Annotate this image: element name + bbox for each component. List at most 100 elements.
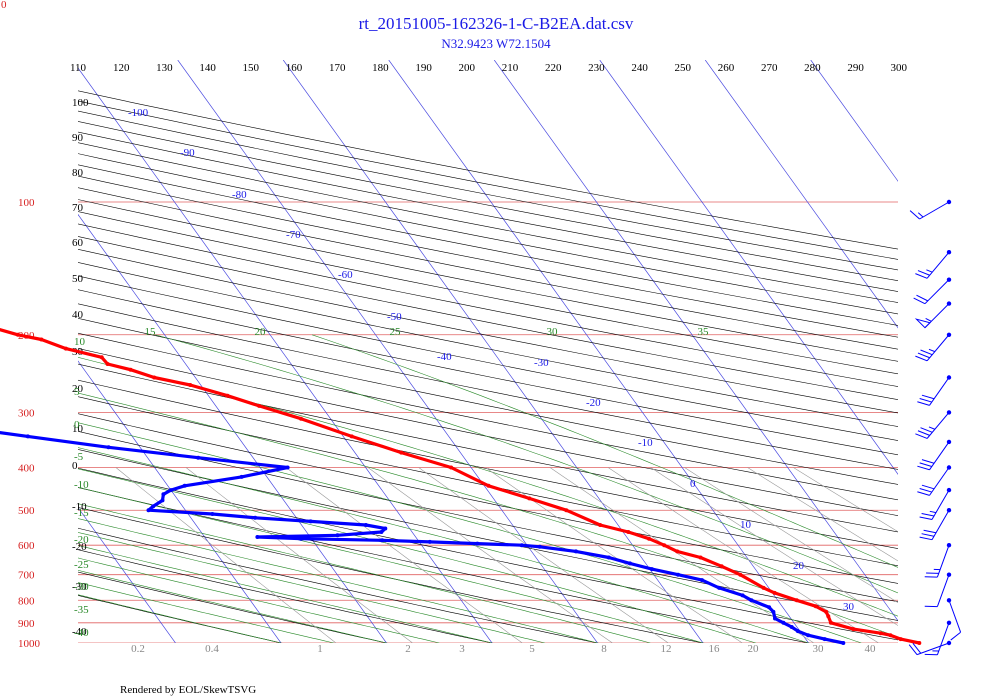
- temperature-profile-point: [225, 393, 230, 398]
- wind-barb-staff: [936, 574, 950, 607]
- wind-barb-column: [908, 199, 962, 656]
- theta-e-label: 15: [145, 326, 157, 338]
- theta-top-label: 140: [199, 62, 216, 74]
- dewpoint-profile-point: [789, 625, 794, 629]
- wind-barb-full: [919, 487, 932, 493]
- wind-barb: [917, 465, 952, 496]
- moist-adiabat-35: [312, 334, 898, 568]
- temperature-profile-point: [564, 508, 569, 513]
- theta-e-label: 30: [547, 326, 559, 338]
- mixing-ratio-label: 30: [813, 643, 825, 655]
- temperature-profile-point: [851, 627, 856, 632]
- dewpoint-profile-point: [841, 641, 846, 645]
- wind-barb-full: [921, 513, 935, 517]
- wind-barb: [909, 199, 952, 220]
- dry-adiabat-70: [78, 379, 898, 549]
- mixing-ratio-label: 0.4: [205, 643, 219, 655]
- wind-barb-staff: [936, 622, 950, 655]
- dry-adiabat-60: [78, 396, 898, 567]
- temperature-profile-line: [0, 327, 921, 645]
- pressure-tick-label: 800: [18, 595, 35, 607]
- theta-left-label: 40: [72, 309, 84, 321]
- mixing-ratio-label: 0.2: [131, 643, 145, 655]
- temperature-profile-point: [63, 346, 68, 351]
- pressure-tick-label: 600: [18, 540, 35, 552]
- dry-adiabat-160: [78, 248, 898, 414]
- wind-barb-full: [950, 631, 961, 641]
- temperature-profile-point: [813, 604, 818, 609]
- dry-adiabat-20: [78, 467, 898, 641]
- dry-adiabat-10: [78, 487, 811, 643]
- temperature-profile-point: [772, 590, 777, 595]
- moist-adiabat-25: [78, 357, 898, 617]
- dry-adiabat-170: [78, 236, 898, 400]
- corner-mark: 0: [1, 0, 7, 11]
- wind-barb-staff: [931, 509, 950, 540]
- mixing-ratio-label: 16: [709, 643, 721, 655]
- chart-profiles: [0, 327, 922, 645]
- pressure-tick-label: 500: [18, 505, 35, 517]
- moist-adiabat-30: [155, 334, 898, 594]
- dewpoint-profile-point: [700, 578, 704, 583]
- wind-barb-full: [921, 533, 935, 537]
- isotherm--20: [78, 67, 493, 643]
- isotherm-label: -90: [180, 147, 195, 159]
- theta-left-label: -10: [72, 501, 87, 513]
- dry-adiabat--20: [78, 549, 494, 643]
- mixing-ratio-line-0.4: [185, 467, 413, 643]
- theta-top-label: 250: [675, 62, 692, 74]
- temperature-profile-point: [794, 598, 799, 603]
- mixing-ratio-line-12: [607, 467, 879, 643]
- temperature-profile-point: [486, 483, 491, 488]
- theta-left-label: 10: [72, 423, 84, 435]
- dewpoint-profile-point: [285, 465, 290, 470]
- theta-top-label: 150: [243, 62, 260, 74]
- dewpoint-profile-point: [196, 455, 201, 460]
- isotherm--10: [177, 60, 598, 643]
- isotherm-label: -30: [534, 357, 549, 369]
- wind-barb-full: [917, 401, 930, 406]
- pressure-tick-label: 400: [18, 463, 35, 475]
- temperature-profile-point: [15, 332, 20, 337]
- theta-e-left-label: -20: [74, 534, 89, 546]
- theta-left-label: 70: [72, 202, 84, 214]
- theta-left-label: 60: [72, 237, 84, 249]
- theta-top-label: 290: [847, 62, 864, 74]
- moist-adiabat--15: [78, 532, 545, 643]
- temperature-profile-point: [662, 543, 667, 548]
- dry-adiabat-180: [78, 223, 898, 387]
- theta-e-left-label: -25: [74, 559, 89, 571]
- moist-adiabat-5: [78, 468, 756, 643]
- mixing-ratio-label: 3: [459, 643, 465, 655]
- theta-e-left-label: -15: [74, 507, 89, 519]
- temperature-profile-point: [626, 530, 631, 534]
- dewpoint-profile-point: [253, 515, 258, 520]
- temperature-profile-point: [761, 585, 766, 590]
- wind-barb: [924, 572, 952, 608]
- dry-adiabat-30: [78, 449, 898, 621]
- wind-barb-half: [928, 426, 936, 430]
- dry-adiabat-100: [78, 332, 898, 501]
- theta-e-left-label: 10: [74, 336, 86, 348]
- wind-barb-full: [915, 433, 928, 439]
- wind-barb-full: [915, 273, 928, 279]
- theta-top-label: 270: [761, 62, 778, 74]
- theta-e-left-label: 0: [74, 419, 80, 431]
- dewpoint-profile-point: [379, 530, 384, 534]
- mixing-ratio-line-0.2: [115, 467, 337, 643]
- chart-grid: [78, 60, 898, 643]
- wind-barb-full: [915, 355, 928, 362]
- theta-left-label: -40: [72, 626, 87, 638]
- moist-adiabat--40: [78, 594, 282, 643]
- wind-barb-staff: [919, 201, 950, 220]
- temperature-profile-point: [128, 367, 133, 372]
- wind-barb-full: [920, 427, 933, 433]
- footer-credit: Rendered by EOL/SkewTSVG: [120, 684, 256, 696]
- temperature-profile-point: [824, 609, 829, 614]
- wind-barb: [914, 301, 952, 329]
- dewpoint-profile-point: [717, 585, 722, 590]
- theta-e-left-label: -40: [74, 627, 89, 639]
- wind-barb-full: [919, 397, 932, 403]
- mixing-ratio-line-16: [650, 467, 898, 626]
